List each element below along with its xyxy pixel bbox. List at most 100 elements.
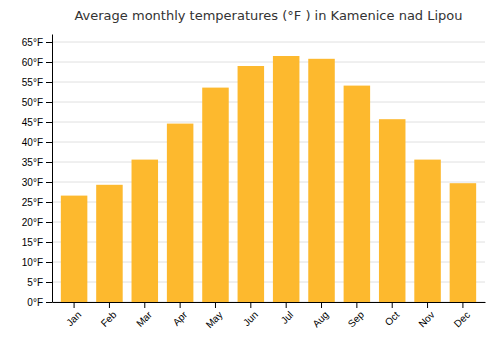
x-axis: Jan Feb Mar Apr May Jun Jul Aug Sep Oct Nov Dec [53,302,486,330]
y-tick-mark [46,142,52,143]
y-tick-mark [46,262,52,263]
x-tick: Feb [99,302,119,329]
chart: 0°F 5°F 10°F 15°F 20°F 25°F 30°F 35°F 40°F 45°F 50… [0,0,500,350]
x-tick-label: Apr [171,309,190,328]
y-tick: 15°F [22,237,52,248]
grid-line [52,142,485,143]
x-tick-mark [286,302,287,308]
y-tick-mark [46,82,52,83]
y-tick-mark [46,202,52,203]
y-tick: 35°F [22,157,52,168]
x-tick-label: Feb [99,309,119,329]
x-tick: Mar [134,302,154,329]
x-tick-mark [356,302,357,308]
y-tick: 60°F [22,57,52,68]
y-tick: 30°F [22,177,52,188]
x-tick-mark [321,302,322,308]
plot: 0°F 5°F 10°F 15°F 20°F 25°F 30°F 35°F 40°F 45°F 50… [22,35,486,331]
x-tick-label: Jul [279,309,296,326]
y-tick-label: 50°F [22,97,43,108]
y-axis-line [52,35,53,303]
y-tick-label: 15°F [22,237,43,248]
y-axis: 0°F 5°F 10°F 15°F 20°F 25°F 30°F 35°F 40°F 45°F 50… [22,35,53,308]
y-tick-label: 5°F [27,277,43,288]
x-tick-label: Jan [64,309,83,328]
x-tick: May [204,302,225,330]
x-tick: Nov [416,302,436,329]
x-tick-label: Oct [383,309,402,328]
bar [202,88,229,302]
x-tick: Aug [310,302,330,329]
y-tick-label: 60°F [22,57,43,68]
bar [238,66,265,302]
y-tick-mark [46,302,52,303]
bar [379,119,406,302]
x-tick: Oct [383,302,402,328]
y-tick-label: 55°F [22,77,43,88]
y-tick: 10°F [22,257,52,268]
y-tick-mark [46,42,52,43]
bar [96,185,123,302]
y-tick-mark [46,242,52,243]
x-tick-mark [427,302,428,308]
bar [167,124,194,302]
y-tick-mark [46,122,52,123]
x-tick: Apr [171,302,190,328]
x-tick-label: Jun [241,309,260,328]
y-tick-mark [46,62,52,63]
x-axis-line [53,302,486,303]
bar [273,56,300,302]
y-tick: 65°F [22,37,52,48]
x-tick-mark [250,302,251,308]
bars [61,56,476,302]
x-tick: Dec [452,302,472,329]
x-tick: Sep [346,302,367,329]
x-tick-label: Aug [310,309,330,329]
x-tick-mark [462,302,463,308]
y-tick-mark [46,222,52,223]
y-tick-mark [46,282,52,283]
x-tick: Jun [241,302,260,328]
y-tick-label: 10°F [22,257,43,268]
y-tick: 55°F [22,77,52,88]
y-tick-label: 30°F [22,177,43,188]
y-tick: 0°F [27,297,52,308]
bar [61,196,88,302]
y-tick-label: 20°F [22,217,43,228]
x-tick-label: Dec [452,309,472,329]
x-tick: Jan [64,302,83,328]
bar [308,59,335,302]
y-tick: 50°F [22,97,52,108]
grid-line [52,62,485,63]
title: Average monthly temperatures (°F ) in Ka… [74,8,462,23]
y-tick: 40°F [22,137,52,148]
y-tick-mark [46,102,52,103]
y-tick: 25°F [22,197,52,208]
y-tick-mark [46,162,52,163]
x-tick: Jul [279,302,296,326]
y-tick-label: 65°F [22,37,43,48]
grid-line [52,122,485,123]
y-tick-label: 25°F [22,197,43,208]
bar [132,160,159,302]
y-tick: 20°F [22,217,52,228]
y-tick-label: 45°F [22,117,43,128]
x-tick-label: May [204,309,225,330]
grid-line [52,102,485,103]
y-tick: 45°F [22,117,52,128]
x-tick-label: Sep [346,309,367,330]
x-tick-mark [215,302,216,308]
x-tick-mark [392,302,393,308]
y-tick-label: 35°F [22,157,43,168]
grid-line [52,82,485,83]
grid-line [52,42,485,43]
x-tick-mark [74,302,75,308]
x-tick-label: Mar [134,309,154,329]
x-tick-label: Nov [416,309,436,329]
bar [344,86,371,302]
y-tick-mark [46,182,52,183]
grid [52,42,485,302]
bar [450,183,477,302]
x-tick-mark [109,302,110,308]
y-tick: 5°F [27,277,52,288]
